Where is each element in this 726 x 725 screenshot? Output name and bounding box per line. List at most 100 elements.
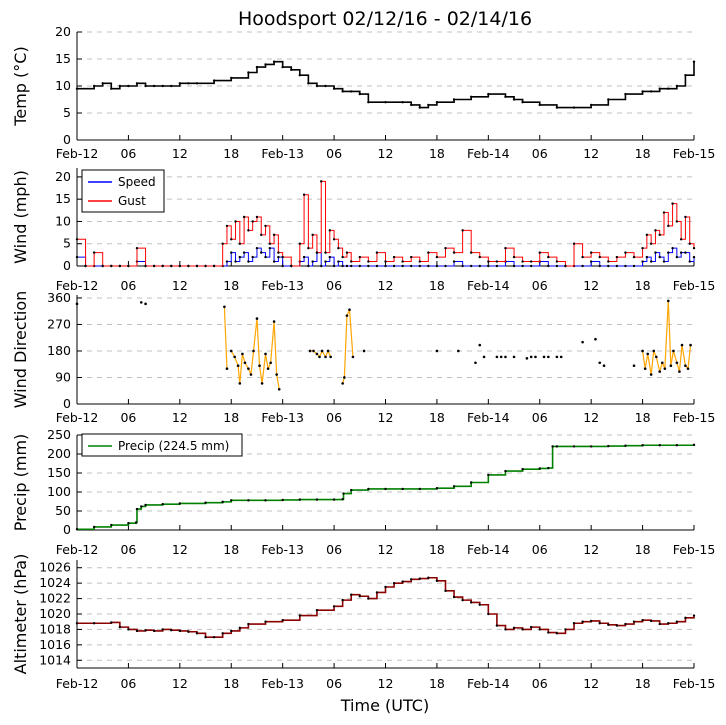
data-point	[487, 612, 490, 616]
data-point	[469, 481, 473, 484]
data-point	[410, 255, 413, 259]
legend-box	[81, 433, 243, 457]
x-tick-label: 06	[532, 278, 548, 293]
data-point	[547, 355, 550, 359]
x-tick-label: Feb-12	[56, 146, 99, 161]
data-point	[375, 591, 379, 594]
data-point	[538, 628, 541, 631]
data-point	[315, 84, 319, 88]
data-point	[315, 352, 319, 356]
data-point	[624, 622, 627, 626]
data-point	[332, 264, 336, 268]
data-point	[350, 593, 353, 596]
data-point	[384, 585, 387, 589]
data-point	[358, 255, 361, 259]
data-point	[469, 251, 473, 254]
data-point	[315, 498, 319, 501]
x-tick-label: Feb-14	[467, 542, 510, 557]
x-tick-label: 18	[635, 146, 651, 161]
data-point	[255, 246, 259, 250]
data-point	[487, 92, 490, 96]
data-point	[598, 361, 602, 365]
y-tick-label: 5	[63, 105, 71, 120]
data-point	[268, 246, 272, 250]
data-point	[435, 264, 439, 268]
data-point	[632, 264, 636, 268]
data-point	[298, 242, 302, 245]
data-point	[247, 260, 250, 263]
data-point	[92, 84, 96, 88]
data-point	[187, 264, 190, 268]
data-point	[474, 361, 477, 365]
data-point	[641, 444, 644, 447]
data-point	[118, 264, 122, 268]
direction-segment	[659, 362, 663, 372]
data-point	[281, 255, 284, 259]
data-point	[101, 264, 104, 268]
x-tick-label: 12	[378, 676, 394, 691]
data-point	[110, 87, 113, 90]
data-point	[75, 622, 79, 625]
y-tick-label: 180	[47, 343, 71, 358]
data-point	[243, 361, 247, 365]
data-point	[110, 621, 113, 624]
y-axis-label: Wind (mph)	[11, 170, 30, 264]
y-tick-label: 270	[47, 316, 71, 331]
data-point	[358, 595, 361, 598]
data-point	[427, 576, 430, 579]
data-point	[241, 352, 244, 356]
data-point	[452, 251, 456, 254]
data-point	[547, 631, 550, 634]
data-point	[435, 487, 439, 490]
data-point	[135, 629, 139, 633]
data-point	[675, 620, 679, 623]
data-point	[161, 502, 164, 506]
direction-segment	[641, 350, 646, 369]
data-point	[435, 255, 439, 259]
data-point	[329, 355, 332, 359]
data-point	[308, 349, 312, 353]
x-tick-label: 06	[120, 410, 136, 425]
y-tick-label: 1024	[39, 575, 71, 590]
data-point	[92, 525, 96, 529]
direction-segment	[687, 345, 692, 369]
x-tick-label: 18	[429, 676, 445, 691]
data-point	[538, 251, 541, 254]
data-point	[320, 180, 323, 183]
data-point	[298, 498, 302, 501]
data-point	[495, 264, 499, 268]
data-point	[542, 355, 546, 359]
data-point	[275, 373, 278, 376]
data-point	[504, 628, 507, 631]
data-point	[230, 238, 233, 241]
data-point	[298, 614, 302, 617]
data-point	[84, 264, 87, 268]
y-tick-label: 20	[55, 24, 71, 39]
data-point	[251, 255, 254, 259]
data-point	[332, 605, 336, 608]
x-tick-label: 12	[583, 278, 599, 293]
x-tick-label: 18	[223, 542, 239, 557]
y-tick-label: 15	[55, 191, 71, 206]
data-point	[367, 260, 370, 263]
data-point	[688, 242, 691, 245]
data-point	[607, 264, 610, 268]
data-point	[242, 215, 246, 219]
series-line-gust	[77, 180, 695, 267]
data-point	[684, 251, 687, 254]
data-point	[444, 589, 447, 593]
data-point	[427, 251, 430, 254]
data-point	[384, 260, 387, 263]
x-tick-label: 18	[223, 676, 239, 691]
x-tick-label: 06	[326, 146, 342, 161]
y-tick-label: 150	[47, 465, 71, 480]
data-point	[401, 264, 404, 268]
data-point	[238, 382, 242, 385]
data-point	[367, 597, 370, 600]
data-point	[512, 255, 516, 259]
data-point	[658, 255, 661, 259]
data-point	[392, 581, 396, 585]
data-point	[660, 361, 664, 365]
data-point	[264, 499, 267, 502]
